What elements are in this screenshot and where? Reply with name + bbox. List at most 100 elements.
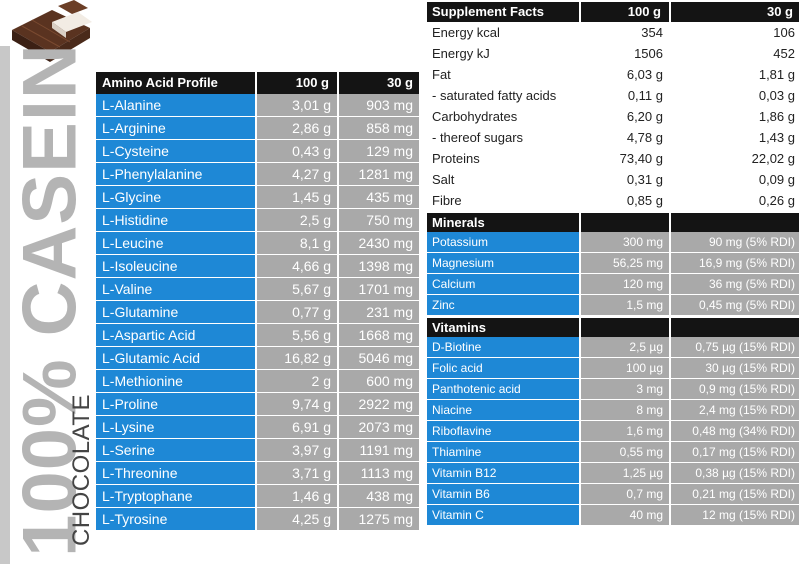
amino-name: L-Tryptophane [96,485,255,508]
amino-per-30g: 903 mg [337,94,419,117]
vitamin-per-100g: 8 mg [579,400,669,421]
amino-row: L-Tyrosine 4,25 g 1275 mg [96,508,419,531]
vitamin-name: Vitamin C [427,505,579,526]
amino-per-30g: 2922 mg [337,393,419,416]
amino-per-30g: 2430 mg [337,232,419,255]
supplement-table-header: Supplement Facts 100 g 30 g [427,2,799,22]
fact-per-100g: 1506 [634,46,663,61]
amino-row: L-Proline 9,74 g 2922 mg [96,393,419,416]
amino-row: L-Glutamic Acid 16,82 g 5046 mg [96,347,419,370]
fact-per-100g: 354 [641,25,663,40]
vitamins-rows: D-Biotine 2,5 µg 0,75 µg (15% RDI) Folic ac… [427,337,799,526]
vitamin-name: Vitamin B6 [427,484,579,505]
amino-per-30g: 1275 mg [337,508,419,531]
vitamin-per-30g: 0,9 mg (15% RDI) [669,379,799,400]
vitamin-row: Folic acid 100 µg 30 µg (15% RDI) [427,358,799,379]
amino-row: L-Arginine 2,86 g 858 mg [96,117,419,140]
vitamin-row: Vitamin B6 0,7 mg 0,21 mg (15% RDI) [427,484,799,505]
amino-row: L-Leucine 8,1 g 2430 mg [96,232,419,255]
amino-row: L-Tryptophane 1,46 g 438 mg [96,485,419,508]
amino-per-100g: 9,74 g [255,393,337,416]
vitamin-name: D-Biotine [427,337,579,358]
fact-per-100g: 0,85 g [626,193,663,208]
vitamin-name: Folic acid [427,358,579,379]
vitamin-per-100g: 0,55 mg [579,442,669,463]
amino-name: L-Glutamic Acid [96,347,255,370]
vitamin-name: Panthotenic acid [427,379,579,400]
amino-per-100g: 2 g [255,370,337,393]
vitamin-per-30g: 0,48 mg (34% RDI) [669,421,799,442]
side-accent-bar [0,46,10,564]
amino-row: L-Glycine 1,45 g 435 mg [96,186,419,209]
amino-table-header: Amino Acid Profile 100 g 30 g [96,72,419,94]
fact-per-100g: 6,20 g [626,109,663,124]
amino-per-100g: 5,56 g [255,324,337,347]
amino-row: L-Cysteine 0,43 g 129 mg [96,140,419,163]
mineral-per-30g: 36 mg (5% RDI) [669,274,799,295]
minerals-title: Minerals [432,215,485,230]
fact-name: Energy kJ [432,46,490,61]
amino-per-30g: 435 mg [337,186,419,209]
amino-per-30g: 5046 mg [337,347,419,370]
vitamin-per-30g: 0,75 µg (15% RDI) [669,337,799,358]
amino-row: L-Glutamine 0,77 g 231 mg [96,301,419,324]
vitamin-name: Vitamin B12 [427,463,579,484]
amino-row: L-Threonine 3,71 g 1113 mg [96,462,419,485]
vitamin-row: Riboflavine 1,6 mg 0,48 mg (34% RDI) [427,421,799,442]
fact-row: - thereof sugars 4,78 g 1,43 g [427,127,799,148]
amino-per-100g: 1,46 g [255,485,337,508]
minerals-header-spacer [579,213,669,232]
fact-per-100g: 4,78 g [626,130,663,145]
fact-name: Salt [432,172,455,187]
amino-row: L-Aspartic Acid 5,56 g 1668 mg [96,324,419,347]
amino-per-30g: 1281 mg [337,163,419,186]
mineral-per-100g: 300 mg [579,232,669,253]
vitamin-per-100g: 40 mg [579,505,669,526]
amino-per-100g: 8,1 g [255,232,337,255]
amino-header-label: Amino Acid Profile [102,75,218,90]
amino-per-30g: 1191 mg [337,439,419,462]
amino-per-100g: 3,71 g [255,462,337,485]
amino-per-100g: 5,67 g [255,278,337,301]
fact-per-30g: 0,09 g [758,172,795,187]
fact-per-30g: 1,43 g [758,130,795,145]
fact-row: Salt 0,31 g 0,09 g [427,169,799,190]
vitamins-header-spacer [579,318,669,337]
fact-per-30g: 452 [773,46,795,61]
amino-row: L-Methionine 2 g 600 mg [96,370,419,393]
amino-name: L-Tyrosine [96,508,255,531]
fact-per-100g: 6,03 g [626,67,663,82]
amino-per-100g: 2,86 g [255,117,337,140]
vitamin-per-100g: 0,7 mg [579,484,669,505]
vitamin-per-100g: 2,5 µg [579,337,669,358]
nutrition-facts-rows: Energy kcal 354 106 Energy kJ 1506 452 Fat 6,03… [427,22,799,211]
fact-per-30g: 22,02 g [751,151,795,166]
amino-per-100g: 0,43 g [255,140,337,163]
mineral-name: Magnesium [427,253,579,274]
vitamin-row: Vitamin C 40 mg 12 mg (15% RDI) [427,505,799,526]
amino-per-30g: 600 mg [337,370,419,393]
amino-per-30g: 129 mg [337,140,419,163]
amino-per-30g: 438 mg [337,485,419,508]
fact-name: Proteins [432,151,480,166]
vitamin-per-30g: 0,21 mg (15% RDI) [669,484,799,505]
vitamin-per-30g: 30 µg (15% RDI) [669,358,799,379]
mineral-name: Calcium [427,274,579,295]
vitamin-row: D-Biotine 2,5 µg 0,75 µg (15% RDI) [427,337,799,358]
amino-acid-table: Amino Acid Profile 100 g 30 g L-Alanine 3… [96,72,419,531]
brand-flavor: CHOCOLATE [68,393,95,547]
fact-name: Fat [432,67,451,82]
fact-row: Carbohydrates 6,20 g 1,86 g [427,106,799,127]
mineral-per-30g: 90 mg (5% RDI) [669,232,799,253]
fact-per-100g: 73,40 g [619,151,663,166]
mineral-name: Potassium [427,232,579,253]
supplement-facts-table: Supplement Facts 100 g 30 g Energy kcal 3… [427,2,799,526]
fact-per-30g: 1,81 g [758,67,795,82]
fact-per-100g: 0,11 g [627,88,663,103]
amino-per-100g: 3,97 g [255,439,337,462]
amino-per-100g: 3,01 g [255,94,337,117]
fact-per-30g: 0,26 g [758,193,795,208]
chocolate-image [12,0,92,62]
amino-header-30g: 30 g [337,72,419,94]
fact-per-30g: 1,86 g [758,109,795,124]
